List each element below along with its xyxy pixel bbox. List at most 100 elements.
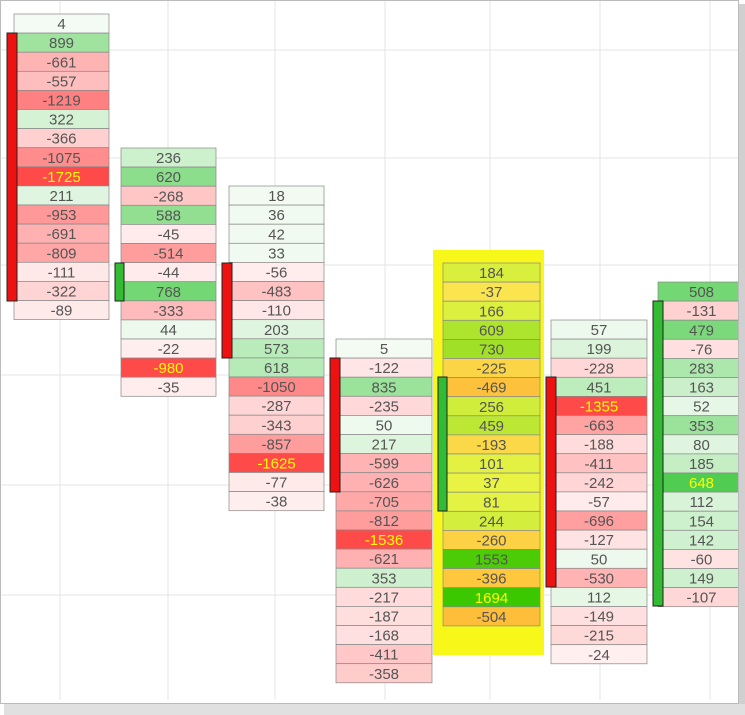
cell-value: -76	[691, 341, 713, 358]
candle-body	[221, 262, 233, 359]
cell-value: -411	[585, 456, 614, 473]
cell	[550, 644, 648, 665]
cell-value: -107	[686, 590, 716, 607]
cell-value: -24	[588, 647, 610, 664]
cell-value: 80	[693, 437, 710, 454]
frame-shadow	[4, 704, 745, 715]
cell	[228, 491, 325, 512]
candle-body	[652, 300, 664, 607]
cell-value: -691	[46, 226, 76, 243]
cell-value: -217	[369, 589, 399, 606]
cell-value: -260	[476, 532, 506, 549]
cell-value: -127	[584, 532, 614, 549]
cell-value: 588	[156, 207, 181, 224]
cell-value: -599	[369, 456, 399, 473]
cell-value: 620	[156, 169, 181, 186]
cell-value: -1075	[42, 150, 80, 167]
cell-value: -225	[476, 361, 506, 378]
frame	[0, 0, 739, 704]
cell-value: -37	[481, 284, 503, 301]
cell-value: 166	[479, 303, 504, 320]
cell-value: -953	[46, 207, 76, 224]
cell-value: 322	[49, 112, 74, 129]
cell-value: 5	[380, 341, 388, 358]
cell-value: -1219	[42, 92, 80, 109]
cell-value: -187	[369, 608, 399, 625]
cell-value: -188	[584, 437, 614, 454]
cell-value: -333	[153, 303, 183, 320]
cell-value: 648	[689, 475, 714, 492]
cell-value: 33	[268, 245, 285, 262]
cell-value: 142	[689, 532, 714, 549]
cell-value: 353	[371, 570, 396, 587]
cell-value: -812	[369, 513, 399, 530]
cell-value: -411	[370, 647, 399, 664]
cell-value: -343	[261, 417, 291, 434]
cell-value: 244	[479, 513, 504, 530]
cell-value: -22	[158, 341, 180, 358]
candle-body	[545, 376, 557, 588]
cell-value: -661	[46, 54, 76, 71]
cell-value: -110	[262, 303, 291, 320]
cell-value: -77	[266, 475, 288, 492]
cell-value: -663	[584, 418, 614, 435]
cell-value: -215	[584, 628, 614, 645]
cell-value: 18	[268, 188, 285, 205]
cell-value: 42	[268, 226, 285, 243]
cell-value: -1725	[42, 169, 80, 186]
column: 508 -131 479 -76 283 163 52 353 80 185 648 112 154 14…	[657, 281, 745, 608]
cell-value: -268	[153, 188, 183, 205]
cell-value: 163	[689, 380, 714, 397]
cell-value: -696	[584, 513, 614, 530]
cell-value: -626	[369, 475, 399, 492]
cell-value: 609	[479, 322, 504, 339]
cell-value: 44	[160, 322, 177, 339]
cell-value: 459	[479, 418, 504, 435]
cell-value: 37	[483, 475, 500, 492]
cell-value: -38	[266, 494, 288, 511]
frame-shadow	[739, 4, 745, 708]
cell-value: 36	[268, 207, 285, 224]
cell-value: 573	[264, 341, 289, 358]
cell-value: 185	[689, 456, 714, 473]
cell-value: -57	[588, 494, 610, 511]
cell-value: -1050	[257, 379, 295, 396]
cell-value: 768	[156, 284, 181, 301]
candle-body	[329, 357, 341, 493]
cell-value: -1355	[580, 398, 618, 415]
cell-value: -168	[369, 628, 399, 645]
column: 57 199 -228 451 -1355 -663 -188 -411 -242 -57 -696…	[550, 319, 648, 665]
cell-value: 81	[483, 494, 500, 511]
cell-value: -131	[686, 303, 716, 320]
cell	[13, 300, 110, 320]
cell-value: -1625	[257, 455, 295, 472]
cell-value: -149	[584, 609, 614, 626]
column: 4 899 -661 -557 -1219 322 -366 -1075 -1725 211 -95…	[13, 13, 110, 320]
cell-value: 184	[479, 265, 504, 282]
column: 18 36 42 33 -56 -483 -110 203 573 618 -1050 -287 -34…	[228, 185, 325, 512]
cell-value: -358	[369, 666, 399, 683]
cell-value: 203	[264, 322, 289, 339]
cell-value: -857	[261, 436, 291, 453]
cell-value: -396	[476, 571, 506, 588]
cell-value: 1553	[475, 552, 508, 569]
cell-value: -56	[266, 264, 288, 281]
cell	[335, 663, 433, 684]
cell-value: -980	[153, 360, 183, 377]
cell-value: 211	[50, 188, 74, 205]
cell-value: -504	[476, 609, 506, 626]
cell-value: 199	[586, 341, 611, 358]
cell-value: 112	[690, 494, 714, 511]
cell-value: 50	[591, 551, 608, 568]
cell-value: 479	[689, 322, 714, 339]
cell-value: -60	[691, 551, 713, 568]
cell-value: 835	[371, 379, 396, 396]
cell-value: 451	[586, 379, 611, 396]
cell-value: 283	[689, 360, 714, 377]
column: 236 620 -268 588 -45 -514 -44 768 -333 44 -22 -980 -…	[120, 147, 217, 397]
column: 184 -37 166 609 730 -225 -469 256 459 -193 101 37 81…	[442, 262, 541, 627]
cell-value: -111	[48, 264, 76, 281]
cell-value: -322	[46, 283, 76, 300]
cell-value: 50	[376, 417, 393, 434]
